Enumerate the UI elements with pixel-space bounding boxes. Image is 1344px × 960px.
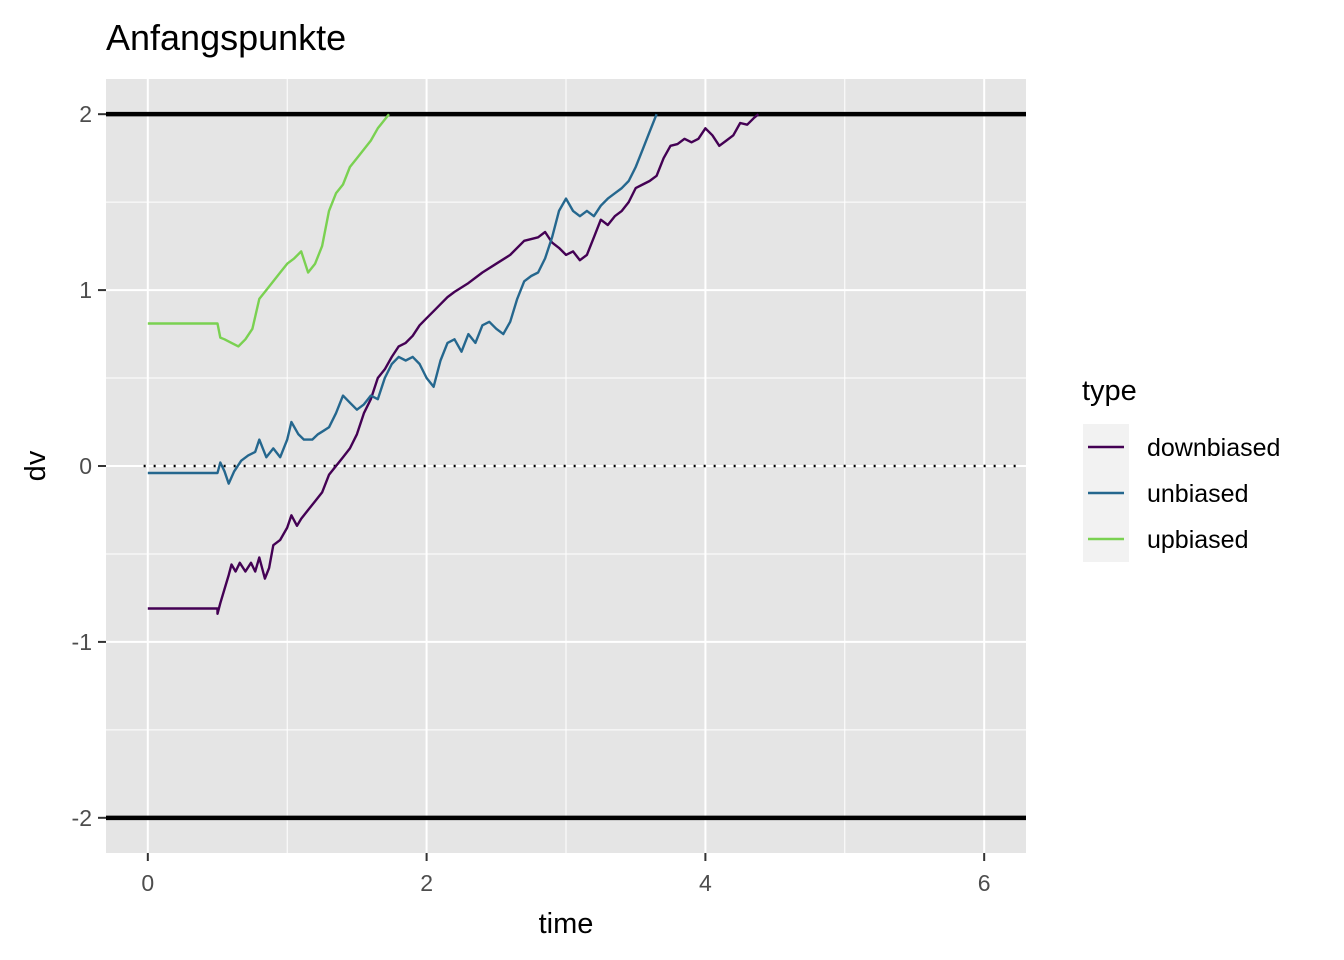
x-tick-label: 0 [141, 870, 154, 896]
legend: type downbiased unbiased upbiased [1082, 375, 1280, 562]
legend-title: type [1082, 375, 1137, 407]
legend-label-upbiased: upbiased [1147, 526, 1248, 554]
x-tick-label: 2 [420, 870, 433, 896]
series-line-upbiased [147, 113, 390, 348]
y-tick-label: -2 [72, 805, 92, 831]
series-line-downbiased [147, 113, 760, 615]
y-axis-title: dv [20, 450, 52, 481]
x-tick-label: 6 [978, 870, 991, 896]
x-tick-label: 4 [699, 870, 712, 896]
reference-lines [106, 111, 1026, 821]
legend-label-unbiased: unbiased [1147, 480, 1248, 508]
series-line-unbiased [147, 113, 658, 485]
legend-entries: downbiased unbiased upbiased [1083, 424, 1280, 562]
y-tick-label: 0 [79, 453, 92, 479]
series-lines [147, 113, 760, 615]
y-tick-label: -1 [72, 629, 92, 655]
y-axis: -2 -1 0 1 2 [72, 101, 106, 831]
x-axis: 0 2 4 6 [141, 853, 991, 896]
chart-title: Anfangspunkte [106, 17, 346, 58]
y-tick-label: 2 [79, 101, 92, 127]
x-axis-title: time [539, 908, 594, 940]
legend-label-downbiased: downbiased [1147, 434, 1280, 462]
y-tick-label: 1 [79, 277, 92, 303]
